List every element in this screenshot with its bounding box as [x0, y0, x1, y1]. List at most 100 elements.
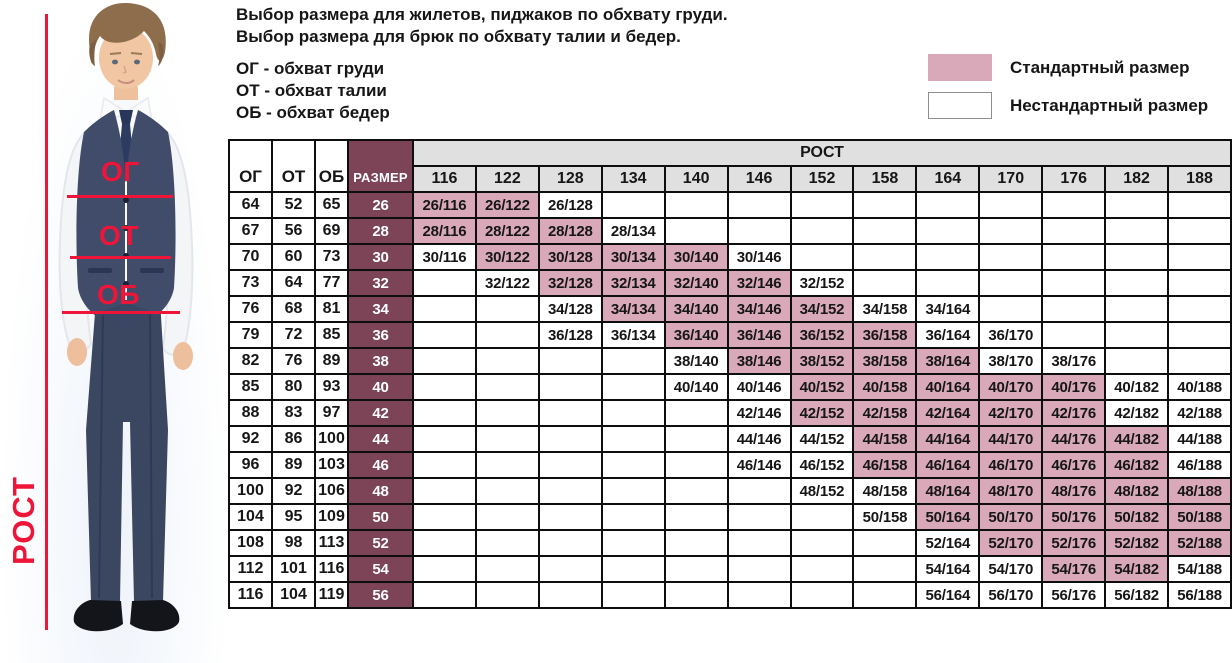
size-height-cell [412, 269, 477, 297]
size-height-cell [1041, 321, 1107, 349]
size-height-cell [537, 529, 603, 557]
size-height-cell [789, 243, 855, 271]
size-height-cell [537, 503, 603, 531]
table-row-size-34: 76 68 81 34 34/128 34/134 34/140 34/146 34/152 34… [228, 295, 1232, 323]
size-height-cell: 50/188 [1167, 503, 1232, 531]
size-height-cell: 56/164 [915, 581, 981, 609]
hips-value: 73 [314, 243, 349, 271]
table-row-size-36: 79 72 85 36 36/128 36/134 36/140 36/146 36/152 36… [228, 321, 1232, 349]
size-height-cell: 44/182 [1104, 425, 1170, 453]
size-height-cell: 46/182 [1104, 451, 1170, 479]
size-height-cell [474, 399, 540, 427]
size-height-cell [600, 191, 666, 219]
waist-value: 95 [271, 503, 316, 531]
size-height-cell: 48/164 [915, 477, 981, 505]
size-height-cell: 42/146 [726, 399, 792, 427]
size-height-cell [537, 451, 603, 479]
size-height-cell: 50/170 [978, 503, 1044, 531]
size-value: 40 [347, 373, 414, 401]
size-height-cell [978, 217, 1044, 245]
size-height-cell [1104, 347, 1170, 375]
size-height-cell [537, 477, 603, 505]
size-height-cell: 36/140 [663, 321, 729, 349]
size-height-cell: 56/182 [1104, 581, 1170, 609]
size-height-cell: 54/188 [1167, 555, 1232, 583]
height-ruler-line [45, 14, 48, 630]
size-height-cell [1041, 243, 1107, 271]
boy-photo [58, 2, 194, 632]
size-height-cell [978, 269, 1044, 297]
size-height-cell [852, 529, 918, 557]
table-row-size-30: 70 60 73 30 30/116 30/122 30/128 30/134 30/140 30… [228, 243, 1232, 271]
size-height-cell [726, 581, 792, 609]
size-height-cell [663, 555, 729, 583]
table-row-size-28: 67 56 69 28 28/116 28/122 28/128 28/134 [228, 217, 1232, 245]
table-row-size-48: 100 92 106 48 48/152 48/158 48/164 48/170 48/176… [228, 477, 1232, 505]
hips-value: 85 [314, 321, 349, 349]
size-height-cell [600, 451, 666, 479]
waist-value: 83 [271, 399, 316, 427]
chest-col-header: ОГ [228, 139, 273, 193]
size-height-cell: 40/170 [978, 373, 1044, 401]
size-height-cell: 44/188 [1167, 425, 1232, 453]
size-height-cell [915, 269, 981, 297]
size-value: 28 [347, 217, 414, 245]
size-height-cell: 28/128 [537, 217, 603, 245]
hips-value: 89 [314, 347, 349, 375]
size-height-cell [474, 425, 540, 453]
abbreviations: ОГ - обхват груди ОТ - обхват талии ОБ -… [236, 58, 390, 124]
table-row-size-42: 88 83 97 42 42/146 42/152 42/158 42/164 42/170 42… [228, 399, 1232, 427]
height-col-152: 152 [789, 165, 855, 193]
size-height-cell [474, 295, 540, 323]
size-height-cell: 32/134 [600, 269, 666, 297]
size-height-cell: 44/170 [978, 425, 1044, 453]
size-height-cell: 48/158 [852, 477, 918, 505]
height-col-146: 146 [726, 165, 792, 193]
waist-value: 98 [271, 529, 316, 557]
size-height-cell: 52/164 [915, 529, 981, 557]
size-height-cell [474, 503, 540, 531]
hand-left [67, 338, 87, 366]
size-height-cell [412, 373, 477, 401]
table-row-size-40: 85 80 93 40 40/140 40/146 40/152 40/158 40/164 40… [228, 373, 1232, 401]
waist-value: 64 [271, 269, 316, 297]
size-value: 26 [347, 191, 414, 219]
size-value: 52 [347, 529, 414, 557]
size-height-cell: 44/158 [852, 425, 918, 453]
size-height-cell: 46/188 [1167, 451, 1232, 479]
height-col-182: 182 [1104, 165, 1170, 193]
size-height-cell [1104, 269, 1170, 297]
size-height-cell: 50/176 [1041, 503, 1107, 531]
table-row-size-52: 108 98 113 52 52/164 52/170 52/176 52/182 52/188 [228, 529, 1232, 557]
size-height-cell [1104, 321, 1170, 349]
hips-value: 116 [314, 555, 349, 583]
legend-nonstandard-row: Нестандартный размер [928, 92, 1208, 119]
size-height-cell [412, 399, 477, 427]
size-value: 38 [347, 347, 414, 375]
waist-value: 60 [271, 243, 316, 271]
size-height-cell [1167, 217, 1232, 245]
size-height-cell [600, 425, 666, 453]
size-height-cell [474, 321, 540, 349]
size-height-cell: 30/134 [600, 243, 666, 271]
size-height-cell [1041, 191, 1107, 219]
size-height-cell: 28/122 [474, 217, 540, 245]
size-height-cell: 30/140 [663, 243, 729, 271]
hips-col-header: ОБ [314, 139, 349, 193]
size-height-cell [852, 191, 918, 219]
size-height-cell [663, 529, 729, 557]
height-col-188: 188 [1167, 165, 1232, 193]
size-height-cell [1167, 295, 1232, 323]
size-height-cell: 52/170 [978, 529, 1044, 557]
size-height-cell: 34/146 [726, 295, 792, 323]
size-height-cell [412, 295, 477, 323]
waist-value: 104 [271, 581, 316, 609]
size-height-cell: 38/170 [978, 347, 1044, 375]
size-height-cell: 46/170 [978, 451, 1044, 479]
size-height-cell: 46/176 [1041, 451, 1107, 479]
chest-value: 116 [228, 581, 273, 609]
size-height-cell [1104, 217, 1170, 245]
size-height-cell: 52/182 [1104, 529, 1170, 557]
size-height-cell [852, 555, 918, 583]
